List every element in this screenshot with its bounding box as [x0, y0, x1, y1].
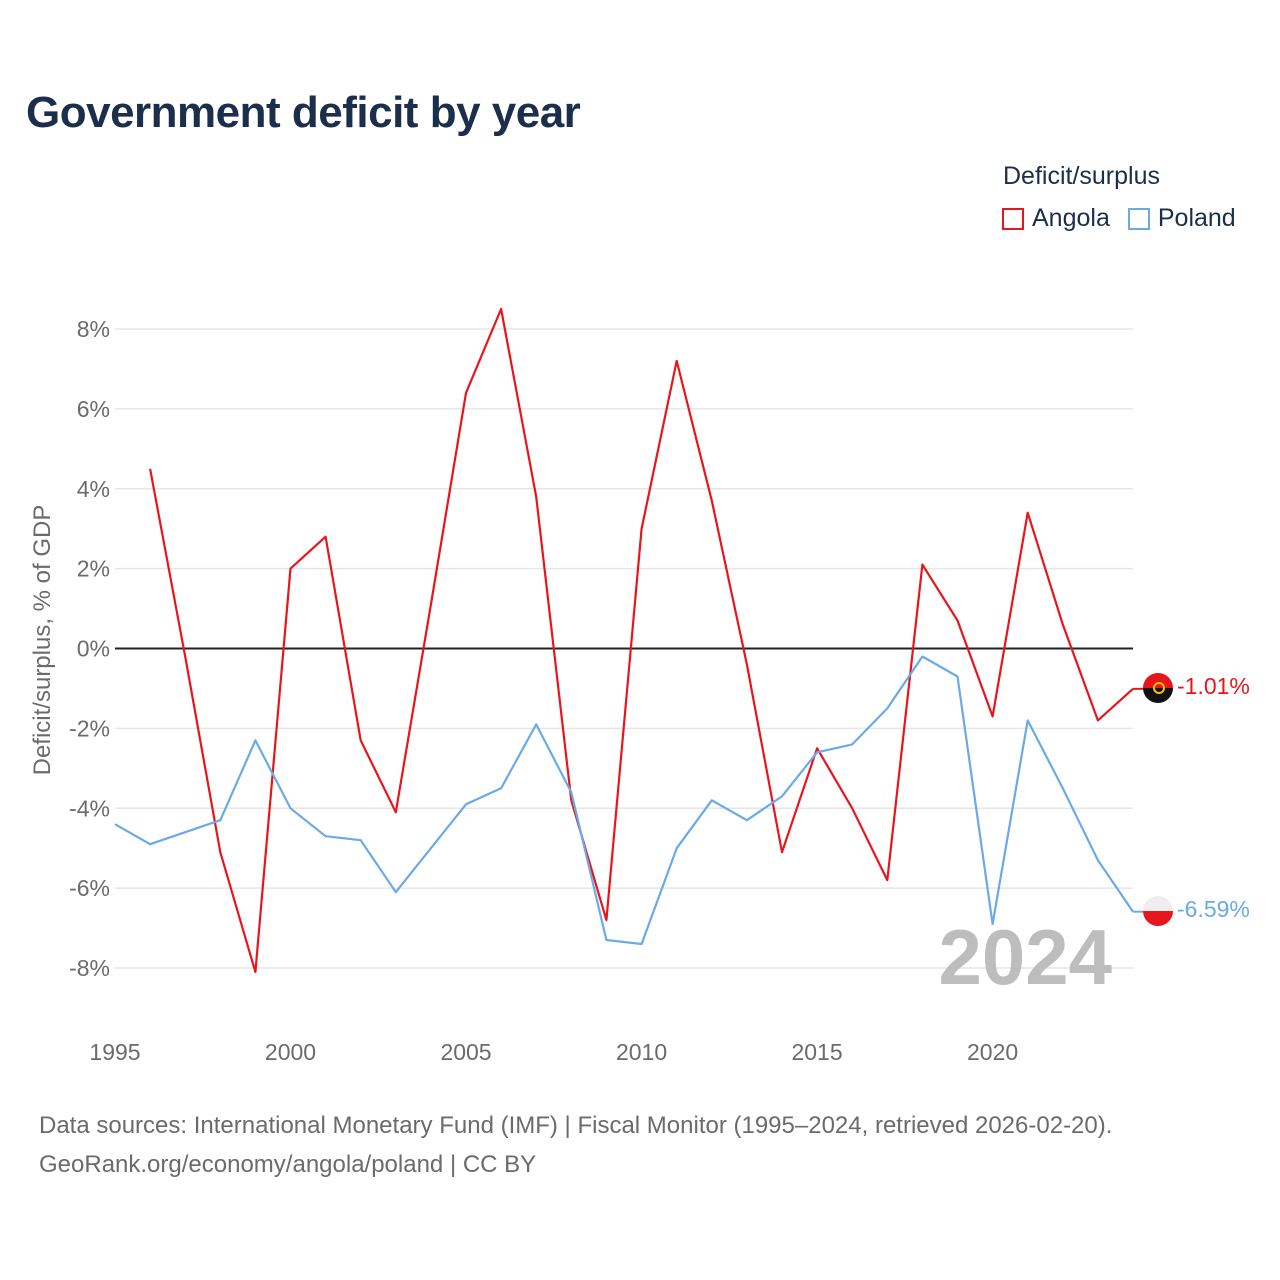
flag-stripe: [1143, 673, 1173, 688]
y-tick-label: 8%: [77, 316, 110, 342]
y-axis-ticks: -8% -6% -4% -2% 0% 2% 4% 6% 8%: [69, 316, 110, 981]
current-year-watermark: 2024: [938, 913, 1112, 1001]
legend: Angola Poland: [1002, 204, 1236, 233]
y-tick-label: -2%: [69, 715, 110, 741]
poland-end-label: -6.59%: [1177, 896, 1250, 922]
y-tick-label: -6%: [69, 875, 110, 901]
flag-emblem: [1153, 682, 1165, 694]
y-tick-label: 0%: [77, 636, 110, 662]
legend-swatch-angola: [1002, 207, 1024, 230]
x-tick-label: 2005: [440, 1039, 491, 1065]
x-axis-ticks: 1995 2000 2005 2010 2015 2020: [89, 1039, 1018, 1065]
y-tick-label: 2%: [77, 556, 110, 582]
y-tick-label: -8%: [69, 955, 110, 981]
flag-stripe: [1143, 688, 1173, 703]
footer-link: GeoRank.org/economy/angola/poland | CC B…: [39, 1151, 537, 1178]
series-lines: [114, 307, 1143, 974]
x-tick-label: 2020: [967, 1039, 1018, 1065]
poland-flag-marker: [1143, 896, 1173, 926]
series-line-poland: [114, 655, 1134, 946]
legend-label-angola: Angola: [1032, 204, 1110, 232]
flag-stripe: [1143, 911, 1173, 926]
x-tick-label: 2015: [791, 1039, 842, 1065]
x-tick-label: 1995: [89, 1039, 140, 1065]
y-tick-label: 6%: [77, 396, 110, 422]
legend-item-poland[interactable]: Poland: [1127, 204, 1236, 233]
legend-label-poland: Poland: [1157, 204, 1236, 232]
y-tick-label: -4%: [69, 795, 110, 821]
legend-title: Deficit/surplus: [1003, 162, 1160, 190]
x-tick-label: 2010: [616, 1039, 667, 1065]
legend-item-angola[interactable]: Angola: [1002, 204, 1110, 233]
series-line-angola: [149, 307, 1134, 974]
legend-swatch-poland: [1127, 207, 1150, 230]
y-axis-title: Deficit/surplus, % of GDP: [29, 505, 56, 776]
angola-end-label: -1.01%: [1177, 673, 1250, 699]
flag-stripe: [1143, 896, 1173, 911]
angola-flag-marker: [1143, 673, 1173, 703]
x-tick-label: 2000: [265, 1039, 316, 1065]
footer: Data sources: International Monetary Fun…: [39, 1106, 1112, 1184]
chart-title: Government deficit by year: [26, 88, 581, 137]
y-tick-label: 4%: [77, 476, 110, 502]
footer-source: Data sources: International Monetary Fun…: [39, 1112, 1113, 1139]
